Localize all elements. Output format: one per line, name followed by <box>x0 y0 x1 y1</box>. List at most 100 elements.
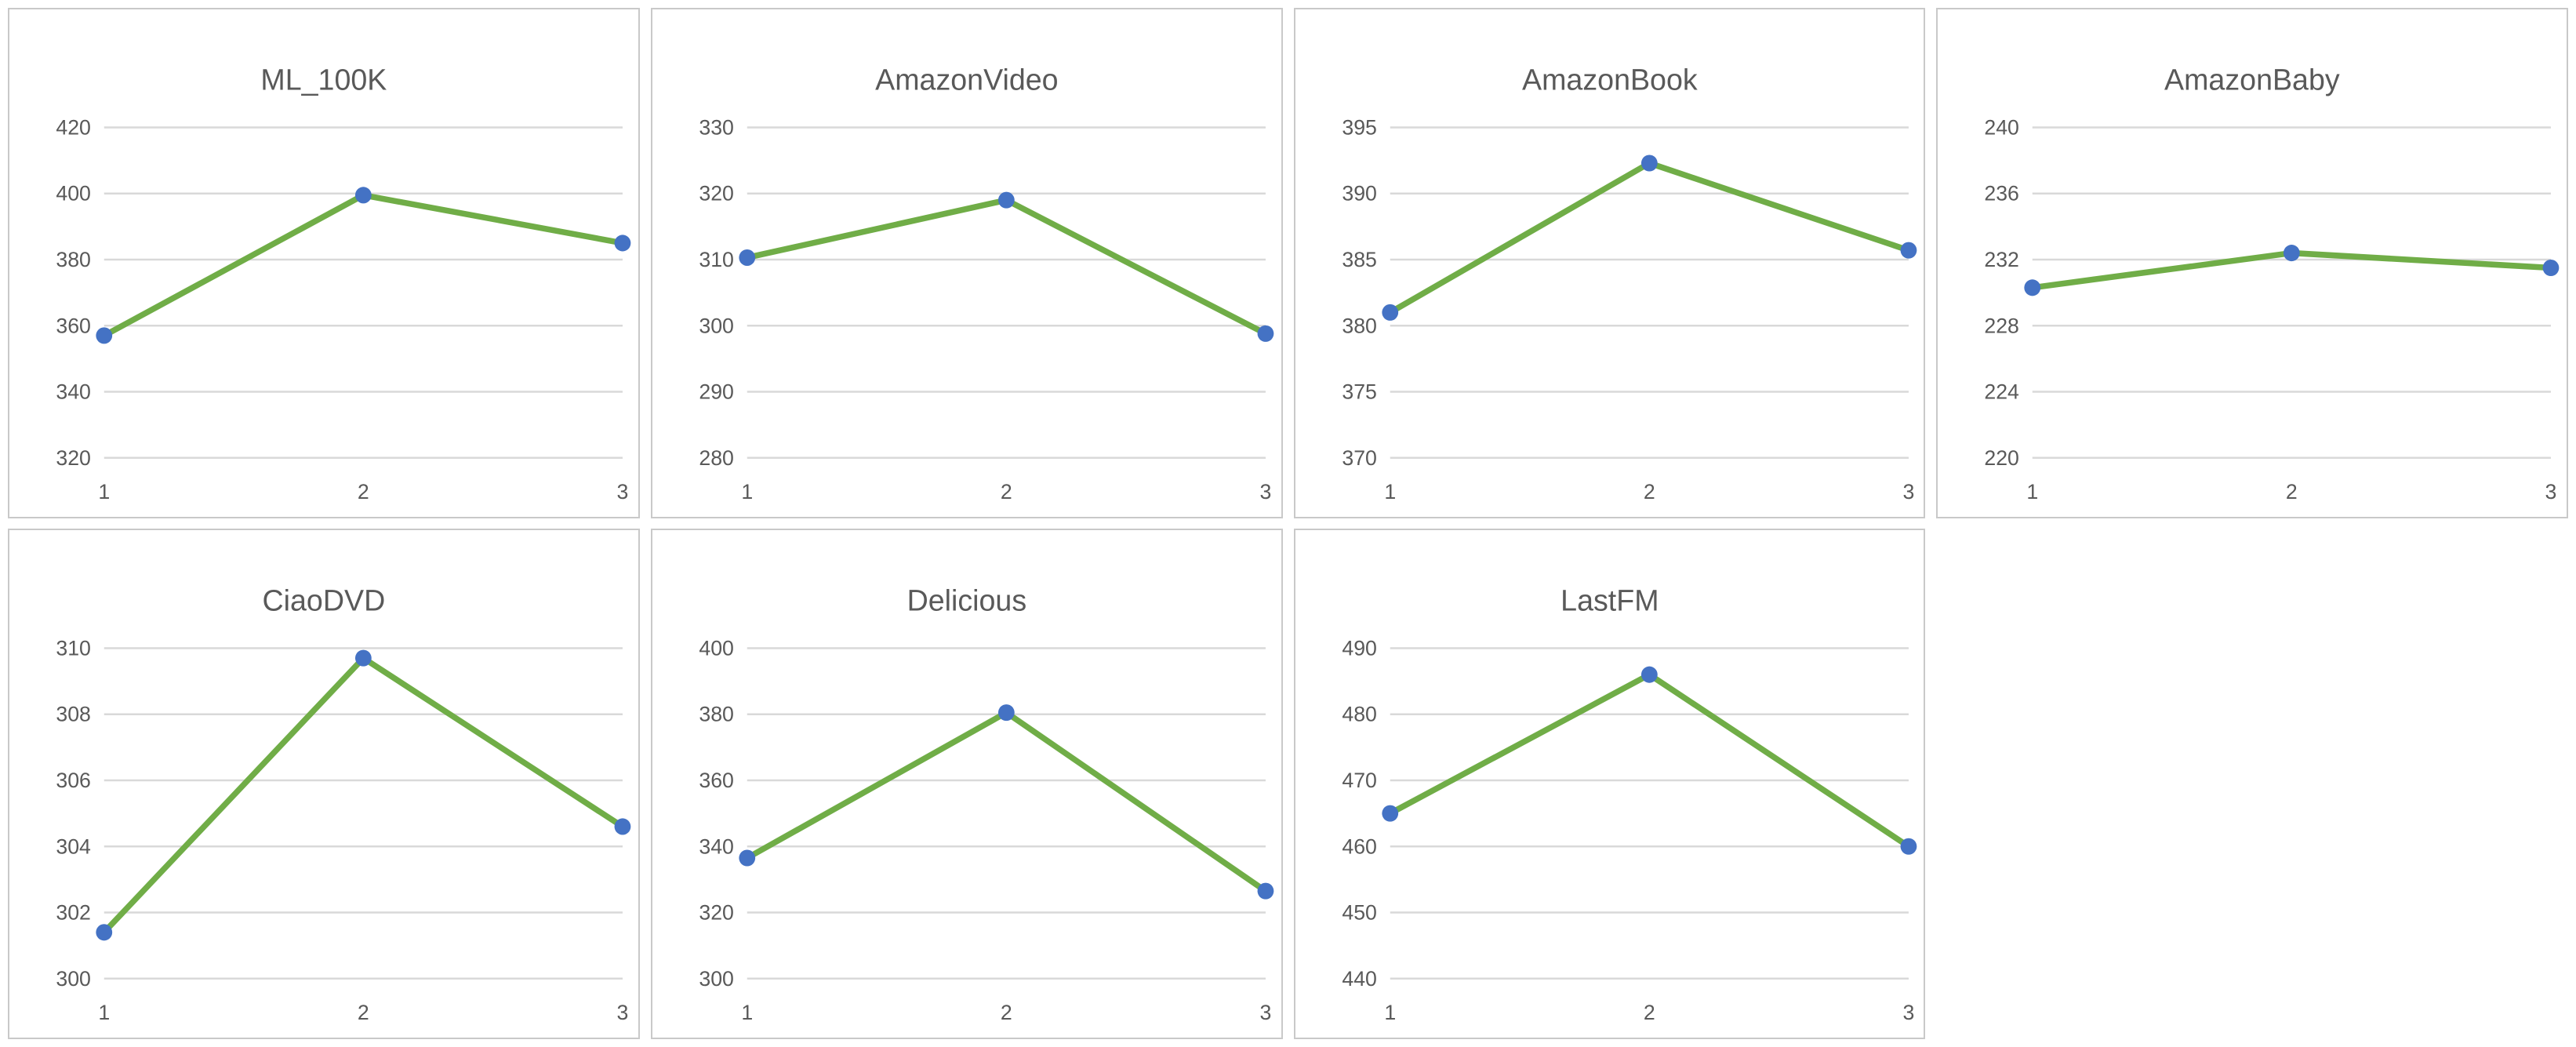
x-axis-tick-label: 2 <box>358 480 369 504</box>
y-axis-tick-label: 340 <box>699 834 734 858</box>
x-axis-tick-label: 3 <box>617 480 629 504</box>
chart-panel[interactable]: LastFM 440 450 460 470 480 490 1 2 3 <box>1293 529 1926 1039</box>
chart-canvas: AmazonBook 370 375 380 385 390 395 1 2 3 <box>1342 64 1917 504</box>
y-axis-tick-label: 470 <box>1342 769 1377 792</box>
y-axis-tick-label: 460 <box>1342 834 1377 858</box>
x-axis-tick-label: 3 <box>1902 1001 1914 1024</box>
data-point-marker <box>2024 279 2041 296</box>
plot-area: 320 340 360 380 400 420 1 2 3 <box>56 115 631 504</box>
y-axis-tick-label: 320 <box>699 182 734 205</box>
y-axis-tick-label: 306 <box>56 769 91 792</box>
chart-canvas: AmazonVideo 280 290 300 310 320 330 1 2 3 <box>699 64 1274 504</box>
data-point-marker <box>2284 245 2300 262</box>
data-point-marker <box>1381 805 1398 822</box>
y-axis-tick-label: 390 <box>1342 182 1377 205</box>
x-axis-tick-label: 3 <box>617 1001 629 1024</box>
y-axis-tick-label: 360 <box>56 314 91 337</box>
series-line <box>101 655 626 936</box>
y-axis-tick-label: 300 <box>699 967 734 991</box>
chart-panel[interactable]: AmazonBook 370 375 380 385 390 395 1 2 3 <box>1293 8 1926 518</box>
chart-title: Delicious <box>907 584 1026 617</box>
y-axis-tick-label: 380 <box>1342 314 1377 337</box>
x-axis-tick-label: 1 <box>2027 480 2039 504</box>
x-axis-tick-label: 2 <box>2286 480 2298 504</box>
chart-panel[interactable]: AmazonBaby 220 224 228 232 236 240 1 2 3 <box>1936 8 2568 518</box>
chart-title: AmazonBaby <box>2164 64 2340 96</box>
x-axis-tick-label: 2 <box>1001 1001 1012 1024</box>
chart-canvas: ML_100K 320 340 360 380 400 420 1 2 3 <box>56 64 631 504</box>
chart-panel[interactable]: CiaoDVD 300 302 304 306 308 310 1 2 3 <box>8 529 640 1039</box>
plot-area: 300 302 304 306 308 310 1 2 3 <box>56 636 631 1024</box>
plot-area: 370 375 380 385 390 395 1 2 3 <box>1342 115 1917 504</box>
data-point-marker <box>1900 242 1917 259</box>
x-axis-tick-label: 3 <box>1259 1001 1271 1024</box>
plot-area: 280 290 300 310 320 330 1 2 3 <box>699 115 1274 504</box>
y-axis-tick-label: 310 <box>699 248 734 271</box>
series-line <box>1386 160 1912 316</box>
chart-title: AmazonVideo <box>875 64 1058 96</box>
data-point-marker <box>96 327 113 344</box>
y-axis-tick-label: 224 <box>1985 380 2020 403</box>
chart-canvas: LastFM 440 450 460 470 480 490 1 2 3 <box>1342 584 1917 1024</box>
y-axis-tick-label: 300 <box>699 314 734 337</box>
chart-title: CiaoDVD <box>263 584 386 617</box>
chart-panel[interactable]: ML_100K 320 340 360 380 400 420 1 2 3 <box>8 8 640 518</box>
data-point-marker <box>1640 155 1658 172</box>
data-point-marker <box>96 924 113 941</box>
x-axis-tick-label: 1 <box>741 480 753 504</box>
y-axis-tick-label: 340 <box>56 380 91 403</box>
x-axis-tick-label: 2 <box>1643 1001 1655 1024</box>
y-axis-tick-label: 308 <box>56 703 91 726</box>
chart-title: LastFM <box>1560 584 1659 617</box>
plot-area: 220 224 228 232 236 240 1 2 3 <box>1985 115 2560 504</box>
x-axis-tick-label: 2 <box>1001 480 1012 504</box>
y-axis-tick-label: 228 <box>1985 314 2020 337</box>
data-point-marker <box>354 187 372 204</box>
y-axis-tick-label: 320 <box>56 446 91 470</box>
y-axis-tick-label: 360 <box>699 769 734 792</box>
empty-cell <box>1936 529 2568 1039</box>
y-axis-tick-label: 400 <box>56 182 91 205</box>
chart-title: AmazonBook <box>1522 64 1698 96</box>
y-axis-tick-label: 370 <box>1342 446 1377 470</box>
x-axis-tick-label: 1 <box>98 1001 110 1024</box>
plot-area: 300 320 340 360 380 400 1 2 3 <box>699 636 1274 1024</box>
data-point-marker <box>614 234 631 252</box>
chart-canvas: Delicious 300 320 340 360 380 400 1 2 3 <box>699 584 1274 1024</box>
series-line <box>101 192 626 339</box>
chart-panel[interactable]: AmazonVideo 280 290 300 310 320 330 1 2 3 <box>650 8 1283 518</box>
x-axis-tick-label: 1 <box>98 480 110 504</box>
data-point-marker <box>997 704 1015 722</box>
data-point-marker <box>1900 838 1917 855</box>
y-axis-tick-label: 440 <box>1342 967 1377 991</box>
y-axis-tick-label: 380 <box>699 703 734 726</box>
x-axis-tick-label: 3 <box>1259 480 1271 504</box>
series-line <box>743 197 1269 337</box>
data-point-marker <box>739 249 755 267</box>
x-axis-tick-label: 3 <box>2545 480 2557 504</box>
plot-area: 440 450 460 470 480 490 1 2 3 <box>1342 636 1917 1024</box>
data-point-marker <box>1257 882 1274 900</box>
y-axis-tick-label: 310 <box>56 636 91 660</box>
data-point-marker <box>614 818 631 835</box>
y-axis-tick-label: 236 <box>1985 182 2020 205</box>
data-point-marker <box>1381 304 1398 321</box>
y-axis-tick-label: 375 <box>1342 380 1377 403</box>
y-axis-tick-label: 232 <box>1985 248 2020 271</box>
series-line <box>1386 671 1912 850</box>
x-axis-tick-label: 1 <box>1384 480 1396 504</box>
y-axis-tick-label: 420 <box>56 115 91 139</box>
y-axis-tick-label: 280 <box>699 446 734 470</box>
data-point-marker <box>739 849 755 867</box>
data-point-marker <box>354 649 372 667</box>
y-axis-tick-label: 400 <box>699 636 734 660</box>
data-point-marker <box>1257 325 1274 342</box>
y-axis-tick-label: 395 <box>1342 115 1377 139</box>
y-axis-tick-label: 220 <box>1985 446 2020 470</box>
y-axis-tick-label: 290 <box>699 380 734 403</box>
y-axis-tick-label: 304 <box>56 834 91 858</box>
chart-panel[interactable]: Delicious 300 320 340 360 380 400 1 2 3 <box>650 529 1283 1039</box>
y-axis-tick-label: 490 <box>1342 636 1377 660</box>
y-axis-tick-label: 320 <box>699 900 734 924</box>
x-axis-tick-label: 2 <box>358 1001 369 1024</box>
